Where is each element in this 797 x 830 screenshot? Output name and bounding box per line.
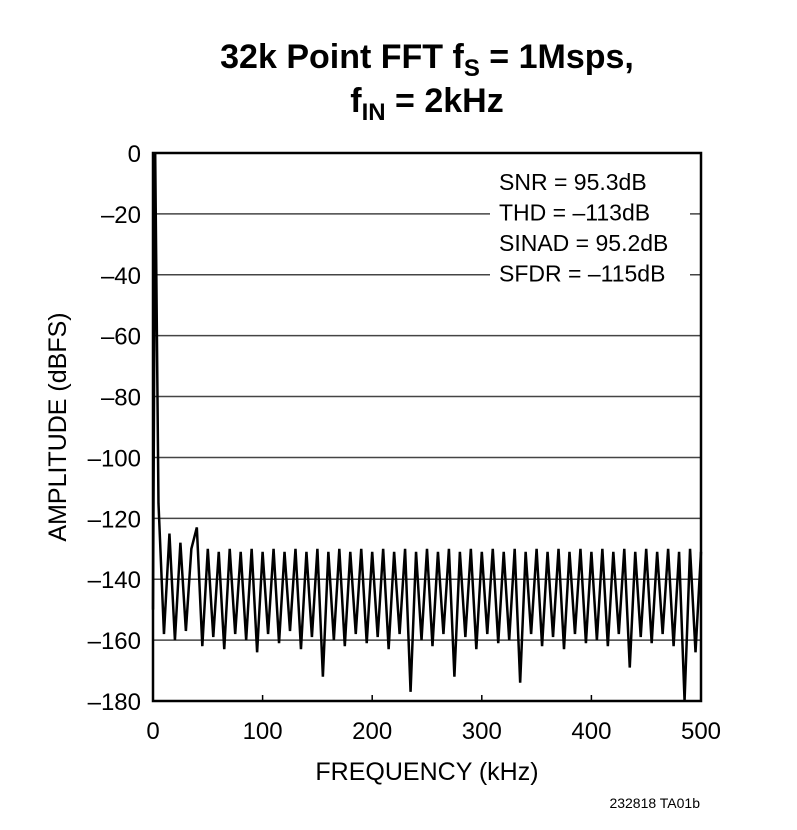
annotation-box [490,163,690,298]
title-text: = 2kHz [386,82,504,120]
chart-title: 32k Point FFT fS = 1Msps, [220,38,634,82]
x-tick-label: 200 [352,718,392,745]
y-tick-label: –40 [101,263,141,290]
y-tick-label: –120 [88,506,141,533]
y-axis-label: AMPLITUDE (dBFS) [44,312,72,541]
x-axis-label: FREQUENCY (kHz) [315,758,538,786]
plot-frame [151,151,703,703]
title-text: 32k Point FFT f [220,38,464,76]
y-tick-label: –20 [101,202,141,229]
x-tick-label: 400 [571,718,611,745]
annotation: SNR = 95.3dB [499,169,647,195]
footnote: 232818 TA01b [609,795,700,811]
y-tick-label: –80 [101,385,141,412]
title-text: f [350,82,362,120]
x-tick-label: 100 [243,718,283,745]
x-tick-label: 300 [462,718,502,745]
y-tick-label: –100 [88,445,141,472]
y-tick-label: –140 [88,567,141,594]
annotation: SFDR = –115dB [499,261,665,287]
y-tick-label: 0 [128,141,141,168]
title-sub: IN [362,99,386,126]
y-tick-label: –180 [88,689,141,716]
annotation: SINAD = 95.2dB [499,230,668,256]
spectrum-line [151,152,703,702]
x-tick-label: 500 [681,718,721,745]
x-tick-label: 0 [146,718,159,745]
annotation: THD = –113dB [499,200,650,226]
title-text: = 1Msps, [480,38,634,76]
y-tick-label: –160 [88,628,141,655]
y-tick-label: –60 [101,324,141,351]
chart-title: fIN = 2kHz [350,82,503,126]
title-sub: S [464,55,480,82]
